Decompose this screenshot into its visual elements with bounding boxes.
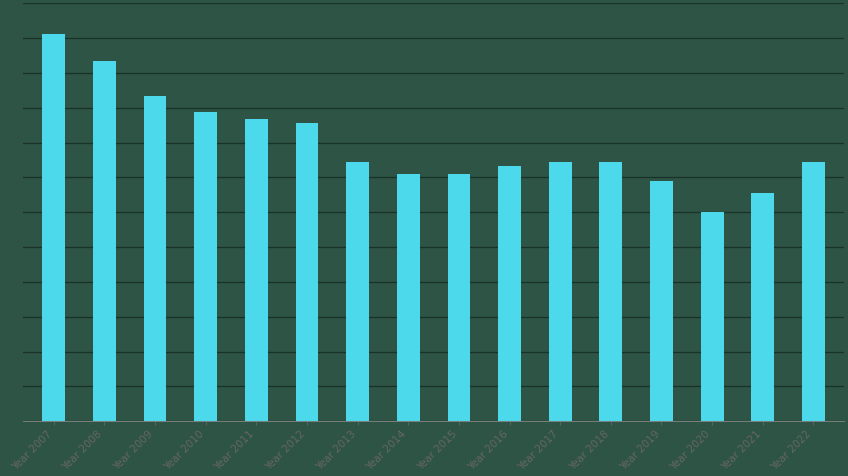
Bar bbox=[802, 163, 825, 421]
Bar bbox=[42, 35, 65, 421]
Bar bbox=[751, 193, 774, 421]
Bar bbox=[397, 174, 420, 421]
Bar bbox=[143, 97, 166, 421]
Bar bbox=[245, 120, 268, 421]
Bar bbox=[600, 163, 622, 421]
Bar bbox=[194, 112, 217, 421]
Bar bbox=[346, 163, 369, 421]
Bar bbox=[700, 213, 723, 421]
Bar bbox=[650, 182, 673, 421]
Bar bbox=[498, 167, 521, 421]
Bar bbox=[93, 62, 115, 421]
Bar bbox=[448, 174, 471, 421]
Bar bbox=[549, 163, 572, 421]
Bar bbox=[296, 124, 318, 421]
